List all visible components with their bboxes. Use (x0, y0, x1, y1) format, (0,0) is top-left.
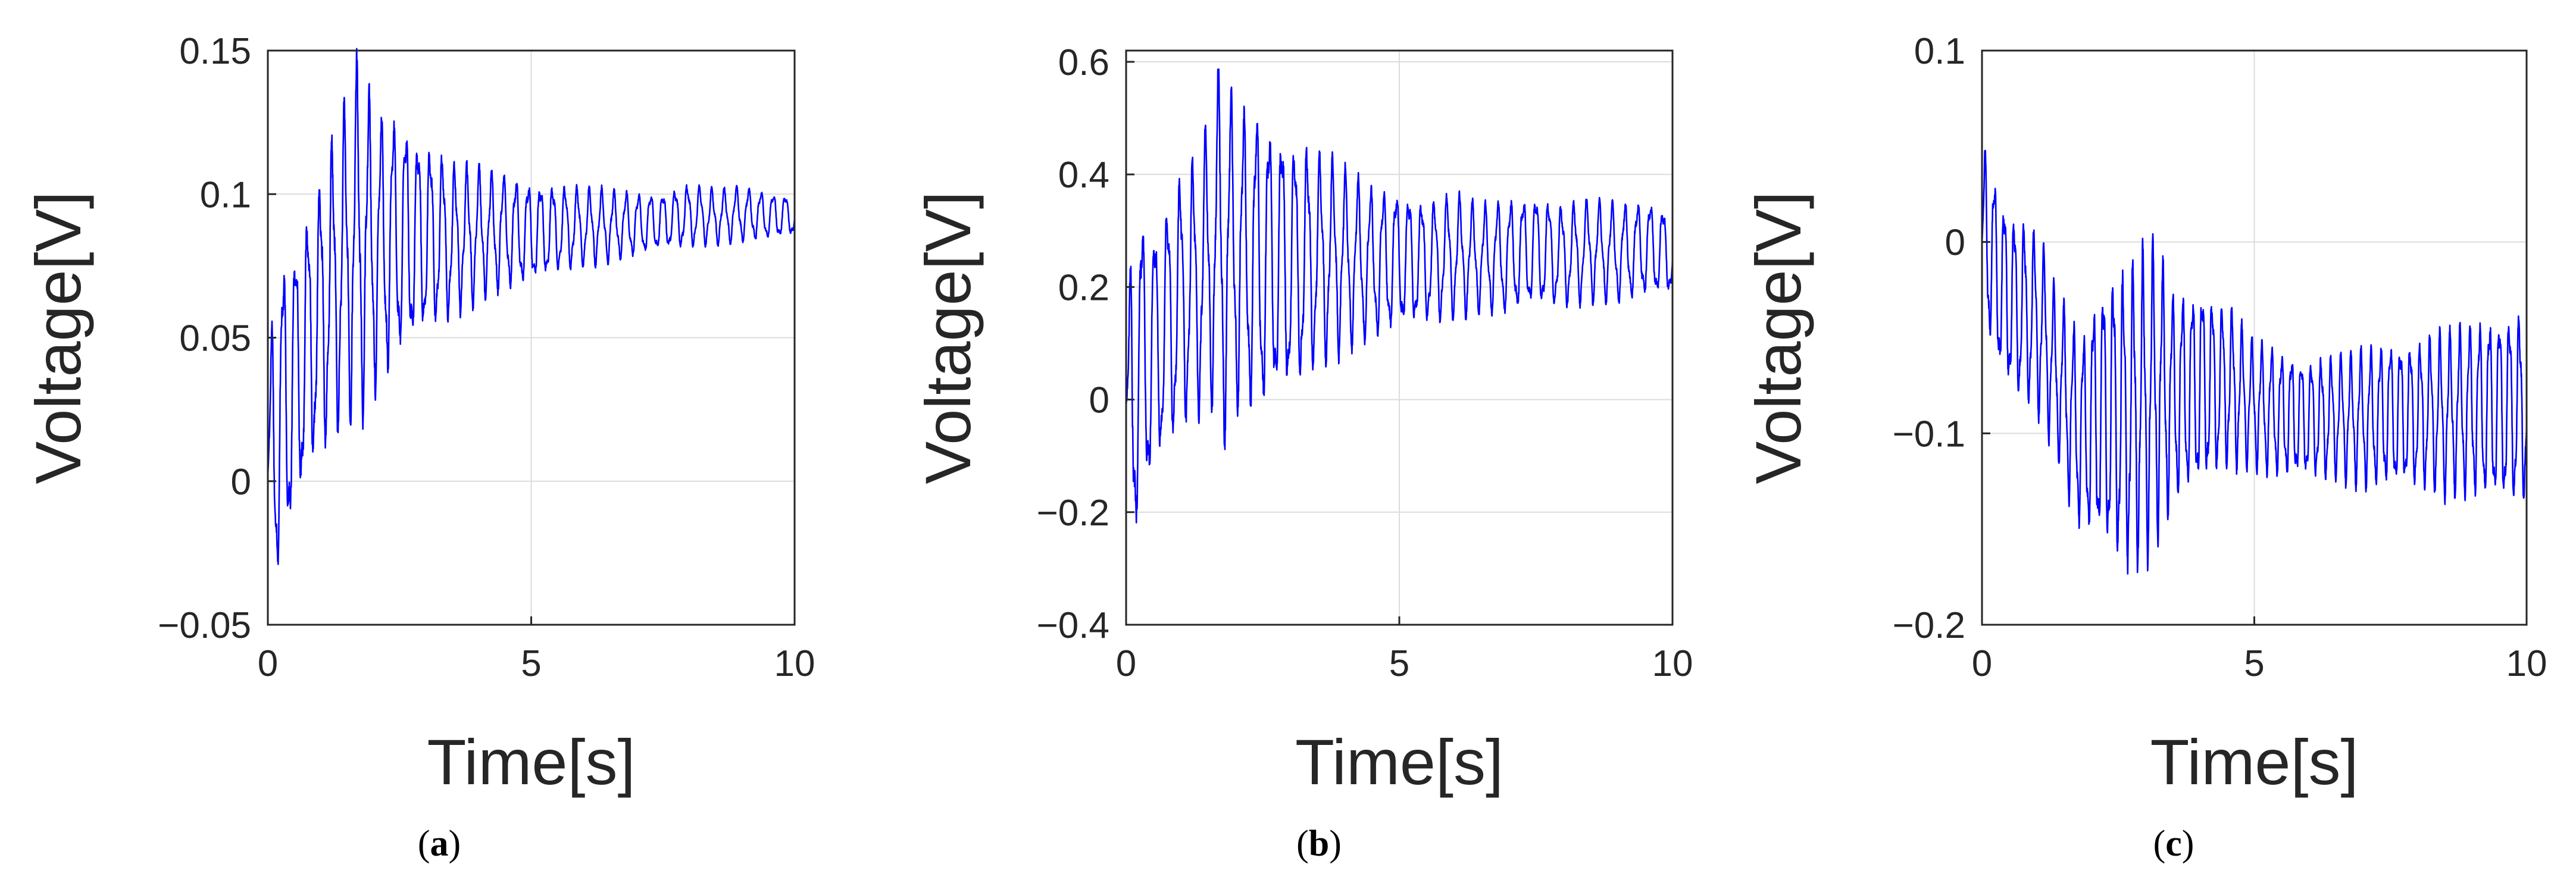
y-axis-title: Voltage[V] (1742, 191, 1814, 484)
y-tick-label: 0 (1945, 223, 1965, 264)
y-tick-label: −0.4 (1037, 605, 1109, 646)
caption-a-letter: a (430, 823, 449, 864)
y-tick-label: 0.05 (179, 318, 251, 359)
x-tick-label: 10 (2506, 643, 2547, 684)
series-line (267, 48, 796, 565)
x-tick-label: 5 (1389, 643, 1409, 684)
caption-a: (a) (418, 823, 461, 864)
y-tick-label: 0.6 (1058, 42, 1109, 83)
y-tick-label: 0.2 (1058, 267, 1109, 308)
caption-c: (c) (2153, 823, 2194, 864)
x-axis-title: Time[s] (427, 726, 636, 798)
x-tick-label: 0 (1972, 643, 1992, 684)
y-tick-label: −0.2 (1037, 493, 1109, 534)
x-tick-label: 0 (258, 643, 278, 684)
y-tick-label: 0 (1089, 380, 1109, 421)
x-axis-title: Time[s] (1295, 726, 1503, 798)
y-axis-title: Voltage[V] (22, 191, 94, 484)
y-axis-title: Voltage[V] (912, 191, 984, 484)
caption-b: (b) (1296, 823, 1342, 864)
series-line (1981, 149, 2528, 575)
y-tick-label: −0.1 (1893, 414, 1965, 455)
caption-b-letter: b (1309, 823, 1329, 864)
y-tick-label: 0.1 (200, 174, 251, 215)
x-tick-label: 5 (521, 643, 541, 684)
x-tick-label: 10 (774, 643, 815, 684)
series-line (1125, 68, 1674, 524)
y-tick-label: 0.15 (179, 31, 251, 72)
chart-panel-b: 0 5 10 −0.4 −0.2 0 0.2 0.4 0.6 Time[s] Voltage[V] (912, 42, 1693, 798)
y-tick-label: −0.2 (1893, 605, 1965, 646)
x-tick-label: 10 (1652, 643, 1693, 684)
chart-panel-c: 0 5 10 −0.2 −0.1 0 0.1 Time[s] Voltage[V] (1742, 31, 2547, 798)
y-tick-label: 0.4 (1058, 155, 1109, 196)
y-tick-label: 0 (231, 462, 251, 503)
caption-c-letter: c (2165, 823, 2182, 864)
x-tick-label: 0 (1116, 643, 1136, 684)
y-tick-label: 0.1 (1914, 31, 1965, 72)
x-tick-label: 5 (2244, 643, 2264, 684)
x-axis-title: Time[s] (2150, 726, 2359, 798)
y-tick-label: −0.05 (158, 605, 251, 646)
